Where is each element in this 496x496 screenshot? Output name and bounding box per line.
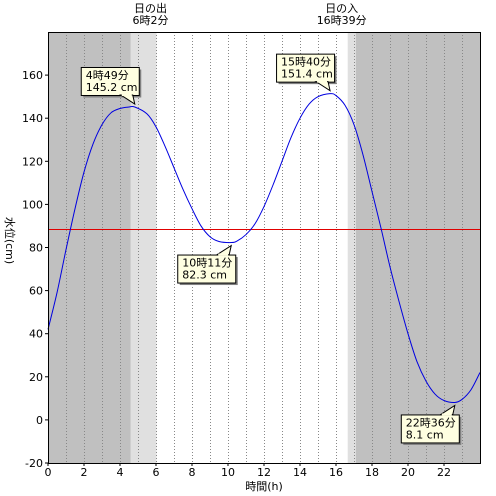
- annotation-level: 82.3 cm: [182, 269, 227, 282]
- annotation-time: 4時49分: [86, 69, 129, 82]
- y-tick-label: 160: [22, 69, 43, 82]
- night-band-evening: [355, 32, 480, 463]
- annotation-time: 15時40分: [281, 56, 331, 69]
- y-tick-label: 0: [36, 414, 43, 427]
- day-band: [156, 32, 348, 463]
- annotation-box: [177, 254, 237, 284]
- x-tick-label: 18: [365, 466, 379, 479]
- x-axis-label: 時間(h): [245, 480, 283, 493]
- annotation-time: 10時11分: [182, 257, 232, 270]
- x-tick-label: 16: [329, 466, 343, 479]
- annotation-level: 8.1 cm: [406, 428, 444, 441]
- sunrise-label-line2: 6時2分: [133, 14, 169, 27]
- annotation-level: 145.2 cm: [86, 81, 138, 94]
- x-tick-label: 10: [221, 466, 235, 479]
- tide-line: [47, 93, 481, 403]
- x-tick-label: 20: [401, 466, 415, 479]
- y-tick-label: 80: [29, 242, 43, 255]
- y-axis-label: 水位(cm): [3, 217, 17, 264]
- y-tick-label: 140: [22, 112, 43, 125]
- x-tick-label: 8: [189, 466, 196, 479]
- twilight-band-evening: [347, 32, 356, 463]
- x-tick-label: 4: [117, 466, 124, 479]
- sunset-label-line2: 16時39分: [317, 14, 367, 27]
- y-axis-ticks: -20 0 20 40 60 80 100 120 140 160: [22, 69, 48, 470]
- x-axis-ticks: 0 2 4 6 8 10 12 14 16 18 20 22: [45, 463, 451, 479]
- x-tick-label: 6: [153, 466, 160, 479]
- y-tick-label: 40: [29, 328, 43, 341]
- x-tick-label: 14: [293, 466, 307, 479]
- y-tick-label: -20: [25, 457, 43, 470]
- y-tick-label: 120: [22, 155, 43, 168]
- sunrise-label-line1: 日の出: [134, 1, 167, 15]
- sunset-label-line1: 日の入: [325, 2, 358, 15]
- x-tick-label: 0: [45, 466, 52, 479]
- annotation-box: [276, 53, 336, 83]
- annotation-level: 151.4 cm: [281, 68, 333, 81]
- y-tick-label: 20: [29, 371, 43, 384]
- night-band-morning: [48, 32, 131, 463]
- day-night-bands: [48, 32, 480, 463]
- y-tick-label: 100: [22, 198, 43, 211]
- annotation-box: [400, 414, 460, 444]
- x-tick-label: 12: [257, 466, 271, 479]
- y-tick-label: 60: [29, 285, 43, 298]
- annotation-time: 22時36分: [406, 416, 456, 429]
- x-tick-label: 2: [81, 466, 88, 479]
- annotation-box: [80, 66, 140, 96]
- x-tick-label: 22: [437, 466, 451, 479]
